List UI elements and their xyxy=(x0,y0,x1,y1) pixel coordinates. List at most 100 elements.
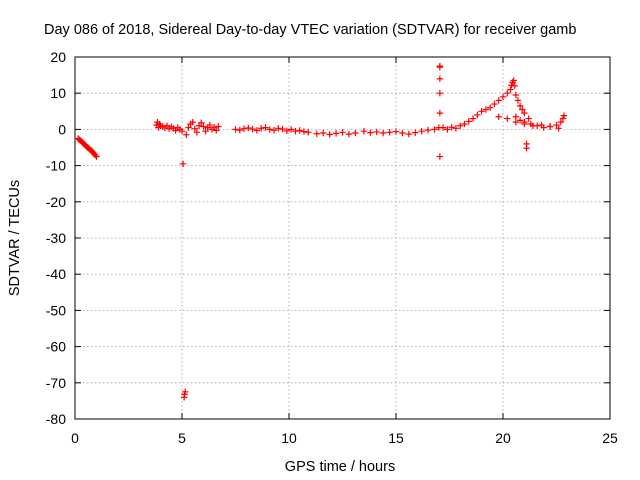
data-point xyxy=(313,130,321,137)
y-tick-label: 20 xyxy=(50,49,66,65)
data-point xyxy=(523,145,530,152)
data-point xyxy=(198,119,205,127)
data-point xyxy=(491,100,498,108)
y-tick-label: -50 xyxy=(46,302,66,318)
data-point xyxy=(519,106,526,113)
data-point xyxy=(270,126,278,134)
data-point xyxy=(232,126,239,133)
data-point xyxy=(373,128,380,136)
data-point xyxy=(436,153,444,160)
data-point xyxy=(521,120,528,128)
data-point xyxy=(275,125,282,132)
data-point xyxy=(495,113,502,120)
y-tick-label: -30 xyxy=(46,230,66,246)
data-point xyxy=(557,118,564,126)
data-point xyxy=(495,97,502,104)
data-point xyxy=(405,130,413,138)
data-point xyxy=(514,97,522,104)
data-point xyxy=(510,77,517,84)
data-point xyxy=(92,151,99,159)
x-tick-label: 0 xyxy=(71,430,79,446)
x-tick-label: 15 xyxy=(388,430,404,446)
data-point xyxy=(499,93,507,101)
data-point xyxy=(418,128,425,135)
y-tick-label: -60 xyxy=(46,339,66,355)
data-point xyxy=(529,122,537,129)
data-point xyxy=(538,121,545,129)
data-point xyxy=(283,127,291,135)
data-point xyxy=(332,130,340,137)
x-tick-label: 10 xyxy=(281,430,297,446)
data-point xyxy=(360,128,368,135)
data-point xyxy=(305,129,312,136)
data-point xyxy=(525,115,532,122)
y-tick-label: 0 xyxy=(58,121,66,137)
x-tick-label: 25 xyxy=(602,430,618,446)
y-tick-label: -40 xyxy=(46,266,66,282)
data-point xyxy=(240,125,248,132)
data-point xyxy=(339,129,346,136)
data-point xyxy=(516,117,524,124)
data-point xyxy=(512,113,520,120)
data-point xyxy=(257,125,265,132)
data-point xyxy=(512,91,520,99)
data-point xyxy=(504,115,511,122)
data-point xyxy=(213,127,220,134)
data-point xyxy=(345,130,353,138)
data-series-sdtvar xyxy=(75,62,568,401)
data-point xyxy=(392,128,400,135)
data-point xyxy=(202,128,209,135)
data-point xyxy=(436,62,444,70)
data-point xyxy=(210,124,218,131)
data-point xyxy=(508,82,515,89)
data-point xyxy=(320,129,327,137)
data-point xyxy=(553,121,560,129)
data-point xyxy=(193,129,201,136)
data-point xyxy=(253,127,261,134)
data-point xyxy=(448,124,455,131)
data-point xyxy=(367,129,374,136)
data-point xyxy=(482,106,490,113)
data-point xyxy=(279,125,286,133)
data-point xyxy=(236,126,243,134)
data-point xyxy=(439,124,447,131)
data-point xyxy=(326,131,333,138)
y-axis-tick-labels: 20 10 0 -10 -20 -30 -40 -50 -60 -70 -80 xyxy=(46,49,66,427)
data-point xyxy=(183,131,190,139)
x-tick-label: 20 xyxy=(495,430,511,446)
data-point xyxy=(206,121,214,129)
x-axis-tick-labels: 0 5 10 15 20 25 xyxy=(71,430,618,446)
data-point xyxy=(200,123,207,130)
y-tick-label: 10 xyxy=(50,85,66,101)
data-point xyxy=(469,115,477,122)
data-point xyxy=(352,129,359,137)
data-point xyxy=(189,118,196,126)
data-point xyxy=(93,153,100,160)
data-point xyxy=(249,125,256,133)
plot-frame xyxy=(74,56,611,420)
data-point xyxy=(178,128,186,135)
data-point xyxy=(287,126,295,133)
data-point xyxy=(399,129,406,137)
data-point xyxy=(559,115,567,122)
data-point xyxy=(516,102,524,110)
chart-title: Day 086 of 2018, Sidereal Day-to-day VTE… xyxy=(44,22,576,38)
y-axis-label: SDTVAR / TECUs xyxy=(7,180,23,296)
data-point xyxy=(465,118,472,125)
data-point xyxy=(296,127,303,134)
data-point xyxy=(179,160,187,167)
data-point xyxy=(478,108,485,115)
data-point xyxy=(436,75,444,82)
data-point xyxy=(521,109,528,117)
data-point xyxy=(507,86,514,93)
data-point xyxy=(185,124,192,131)
data-point xyxy=(292,128,299,135)
data-point xyxy=(436,90,444,97)
data-point xyxy=(457,122,464,129)
data-point xyxy=(431,126,438,133)
data-point xyxy=(546,123,554,130)
x-tick-label: 5 xyxy=(178,430,186,446)
data-point xyxy=(511,82,518,90)
data-point xyxy=(182,388,189,396)
